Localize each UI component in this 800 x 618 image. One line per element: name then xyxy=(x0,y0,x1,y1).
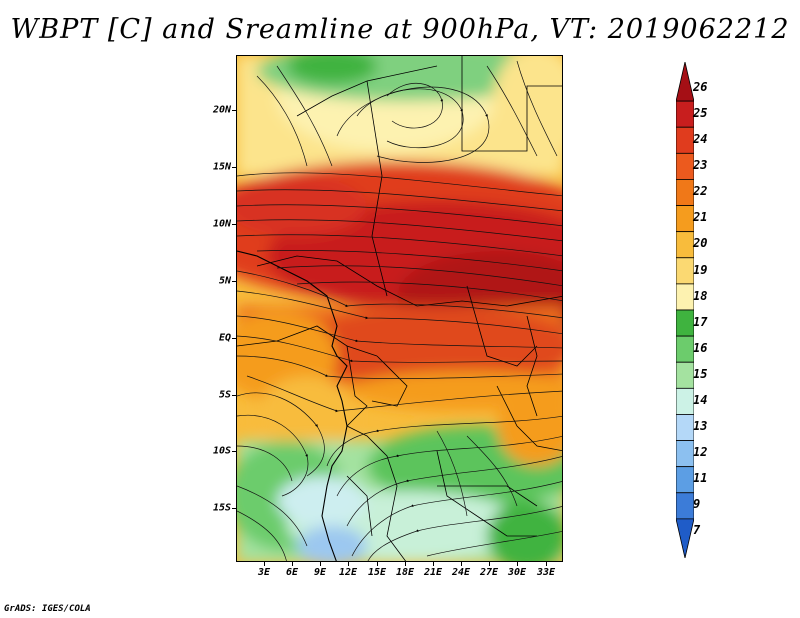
colorbar-swatch xyxy=(676,309,694,337)
lon-tick xyxy=(461,562,462,566)
wbpt-field-map xyxy=(237,56,562,561)
lon-label: 33E xyxy=(536,567,556,578)
streamlines xyxy=(237,60,562,561)
coastline xyxy=(237,250,348,561)
colorbar-label: 16 xyxy=(693,341,708,355)
colorbar xyxy=(676,62,694,558)
lon-label: 24E xyxy=(451,567,471,578)
colorbar-swatch xyxy=(676,492,694,520)
lon-label: 30E xyxy=(507,567,527,578)
lat-tick xyxy=(232,167,236,168)
lat-tick xyxy=(232,508,236,509)
lon-label: 21E xyxy=(423,567,443,578)
colorbar-swatch xyxy=(676,440,694,468)
colorbar-swatch xyxy=(676,126,694,154)
colorbar-label: 25 xyxy=(693,106,708,120)
colorbar-swatch xyxy=(676,518,694,558)
lon-tick xyxy=(546,562,547,566)
colorbar-label: 24 xyxy=(693,132,708,146)
colorbar-swatch xyxy=(676,466,694,494)
colorbar-swatch xyxy=(676,257,694,285)
colorbar-swatch xyxy=(676,152,694,180)
lat-label: EQ xyxy=(218,332,231,344)
colorbar-label: 12 xyxy=(693,445,708,459)
lon-label: 6E xyxy=(285,567,299,578)
lon-label: 15E xyxy=(367,567,387,578)
lat-label: 20N xyxy=(212,104,231,116)
lon-label: 27E xyxy=(479,567,499,578)
colorbar-label: 21 xyxy=(693,210,708,224)
colorbar-label: 22 xyxy=(693,184,708,198)
lat-tick xyxy=(232,395,236,396)
colorbar-swatch xyxy=(676,62,694,102)
lat-tick xyxy=(232,224,236,225)
colorbar-swatch xyxy=(676,414,694,441)
colorbar-label: 15 xyxy=(693,367,708,381)
lat-tick xyxy=(232,110,236,111)
country-borders xyxy=(237,56,562,561)
lon-label: 3E xyxy=(257,567,271,578)
lon-tick xyxy=(320,562,321,566)
colorbar-label: 18 xyxy=(693,289,708,303)
lon-label: 12E xyxy=(338,567,358,578)
colorbar-label: 11 xyxy=(693,471,708,485)
lat-label: 5S xyxy=(218,389,231,401)
colorbar-label: 9 xyxy=(693,497,701,511)
lat-tick xyxy=(232,281,236,282)
lon-tick xyxy=(292,562,293,566)
colorbar-label: 26 xyxy=(693,80,708,94)
colorbar-swatch xyxy=(676,231,694,259)
colorbar-swatch xyxy=(676,205,694,233)
grads-credit: GrADS: IGES/COLA xyxy=(4,604,91,614)
colorbar-label: 23 xyxy=(693,158,708,172)
lat-label: 15N xyxy=(212,161,231,173)
colorbar-label: 20 xyxy=(693,236,708,250)
lat-label: 15S xyxy=(212,502,231,514)
colorbar-swatch xyxy=(676,179,694,206)
lon-tick xyxy=(377,562,378,566)
colorbar-label: 7 xyxy=(693,523,701,537)
colorbar-swatch xyxy=(676,387,694,415)
colorbar-label: 19 xyxy=(693,263,708,277)
lat-tick xyxy=(232,338,236,339)
lat-label: 10N xyxy=(212,218,231,230)
lon-tick xyxy=(489,562,490,566)
colorbar-swatch xyxy=(676,335,694,363)
lat-label: 10S xyxy=(212,445,231,457)
colorbar-label: 17 xyxy=(693,315,708,329)
lon-tick xyxy=(405,562,406,566)
colorbar-label: 14 xyxy=(693,393,708,407)
lon-label: 18E xyxy=(395,567,415,578)
colorbar-swatch xyxy=(676,100,694,128)
lon-tick xyxy=(517,562,518,566)
page-title: WBPT [C] and Sreamline at 900hPa, VT: 20… xyxy=(10,14,790,45)
lon-tick xyxy=(433,562,434,566)
lon-label: 9E xyxy=(313,567,327,578)
map-plot xyxy=(236,55,563,562)
lat-tick xyxy=(232,451,236,452)
colorbar-label: 13 xyxy=(693,419,708,433)
lat-label: 5N xyxy=(218,275,231,287)
wbpt-shading xyxy=(237,56,562,561)
lon-tick xyxy=(264,562,265,566)
colorbar-swatch xyxy=(676,361,694,389)
colorbar-swatch xyxy=(676,283,694,311)
lon-tick xyxy=(348,562,349,566)
